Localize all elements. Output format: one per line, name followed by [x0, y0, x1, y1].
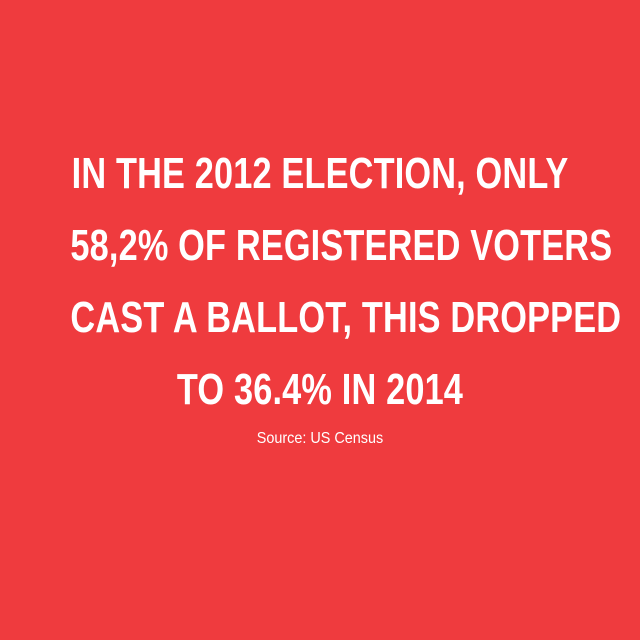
headline: IN THE 2012 ELECTION, ONLY 58,2% OF REGI… [70, 138, 622, 426]
headline-line-3: CAST A BALLOT, THIS DROPPED [70, 293, 622, 342]
source-citation: Source: US Census [256, 430, 384, 447]
headline-line-4: TO 36.4% IN 2014 [176, 365, 464, 414]
headline-line-1: IN THE 2012 ELECTION, ONLY [71, 149, 569, 198]
headline-line-2: 58,2% OF REGISTERED VOTERS [70, 221, 613, 270]
